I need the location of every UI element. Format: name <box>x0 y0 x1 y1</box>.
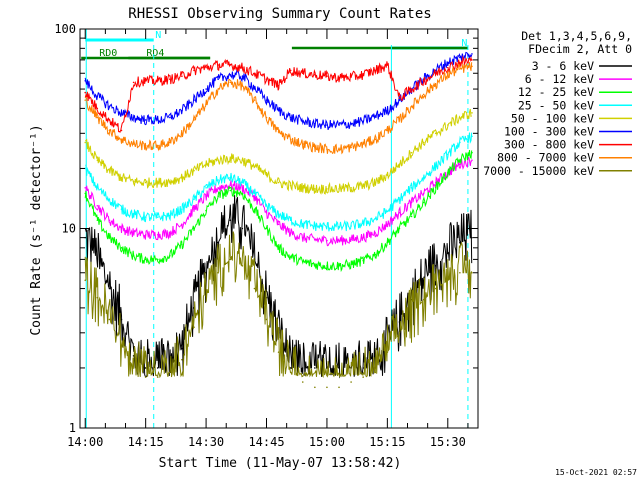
data-point <box>132 81 135 84</box>
x-tick-label: 15:00 <box>309 435 345 449</box>
data-point <box>277 223 280 226</box>
x-tick-label: 14:15 <box>128 435 164 449</box>
data-point <box>350 381 352 383</box>
legend-entry-label: 100 - 300 keV <box>504 125 594 139</box>
data-point <box>84 141 87 144</box>
x-axis-label: Start Time (11-May-07 13:58:42) <box>159 456 402 471</box>
data-point <box>84 91 87 94</box>
axes: 1 10 100 14:00 14:15 14:30 14:45 15:00 15:15 15:3… <box>54 22 479 449</box>
data-point <box>314 386 316 389</box>
data-point <box>96 204 99 207</box>
data-point <box>459 271 461 274</box>
data-point <box>338 386 340 389</box>
data-point <box>108 287 111 290</box>
data-point <box>144 181 147 184</box>
data-point <box>422 93 425 96</box>
y-tick-label: 100 <box>54 22 76 36</box>
y-axis-label: Count Rate (s⁻¹ detector⁻¹) <box>29 124 44 335</box>
data-point <box>156 376 159 378</box>
data-point <box>446 66 449 69</box>
data-point <box>156 216 159 218</box>
data-point <box>205 186 207 189</box>
series-line <box>84 156 473 247</box>
data-point <box>181 358 183 361</box>
data-point <box>205 66 207 69</box>
data-point <box>229 81 232 84</box>
data-point <box>144 376 147 378</box>
data-point <box>350 186 352 189</box>
series-line <box>84 150 473 273</box>
data-point <box>229 189 232 192</box>
data-point <box>301 381 304 383</box>
x-tick-label: 14:30 <box>188 435 224 449</box>
annotation-label: N <box>155 30 161 41</box>
data-point <box>277 181 280 184</box>
legend-entry-label: 800 - 7000 keV <box>497 151 594 165</box>
data-point <box>217 179 219 181</box>
data-point <box>84 186 87 189</box>
data-point <box>181 75 183 77</box>
data-point <box>326 386 328 389</box>
series-3 <box>84 132 473 232</box>
series-8 <box>84 231 473 389</box>
legend-header-1: Det 1,3,4,5,6,9, <box>521 29 632 43</box>
series-line <box>84 231 473 379</box>
data-point <box>84 99 87 101</box>
series-layer <box>84 51 473 389</box>
annotation-label: RD4 <box>146 48 164 59</box>
legend: Det 1,3,4,5,6,9, FDecim 2, Att 0 3 - 6 k… <box>483 29 632 178</box>
data-point <box>193 69 195 72</box>
data-point <box>120 176 123 179</box>
data-point <box>253 287 256 290</box>
data-point <box>410 151 413 154</box>
legend-entry-label: 6 - 12 keV <box>525 72 594 86</box>
y-tick-label: 10 <box>62 222 76 236</box>
data-point <box>144 367 147 369</box>
legend-entry-label: 25 - 50 keV <box>518 98 594 112</box>
series-4 <box>84 108 473 195</box>
series-line <box>84 61 473 155</box>
data-point <box>108 318 111 321</box>
annotation-label: RD0 <box>99 48 117 59</box>
series-7 <box>84 61 473 155</box>
series-line <box>84 55 473 133</box>
data-point <box>314 367 316 369</box>
legend-entry-label: 12 - 25 keV <box>518 85 594 99</box>
x-tick-label: 14:00 <box>67 435 103 449</box>
data-point <box>193 198 195 201</box>
data-point <box>471 112 473 114</box>
series-6 <box>84 55 473 133</box>
data-point <box>471 159 473 161</box>
legend-entry-label: 7000 - 15000 keV <box>483 164 594 178</box>
series-line <box>85 132 473 232</box>
x-tick-label: 15:15 <box>369 435 405 449</box>
data-point <box>144 119 147 121</box>
legend-header-2: FDecim 2, Att 0 <box>528 42 632 56</box>
series-line <box>85 108 473 195</box>
footer-timestamp: 15-Oct-2021 02:57 <box>555 468 637 477</box>
data-point <box>169 116 171 119</box>
annotation-label: N <box>461 38 467 49</box>
data-point <box>398 97 401 99</box>
legend-entry-label: 300 - 800 keV <box>504 138 594 152</box>
legend-entry-label: 3 - 6 keV <box>532 59 594 73</box>
data-point <box>471 53 473 55</box>
data-point <box>253 208 256 210</box>
series-2 <box>84 150 473 273</box>
x-tick-label: 15:30 <box>430 435 466 449</box>
data-point <box>120 247 123 249</box>
data-point <box>410 215 413 218</box>
legend-entry-label: 50 - 100 keV <box>511 111 594 125</box>
data-point <box>205 88 207 90</box>
data-point <box>362 376 364 378</box>
series-line <box>84 195 473 379</box>
chart-title: RHESSI Observing Summary Count Rates <box>128 6 431 22</box>
data-point <box>217 271 219 274</box>
y-tick-label: 1 <box>69 421 76 435</box>
x-tick-label: 14:45 <box>248 435 284 449</box>
